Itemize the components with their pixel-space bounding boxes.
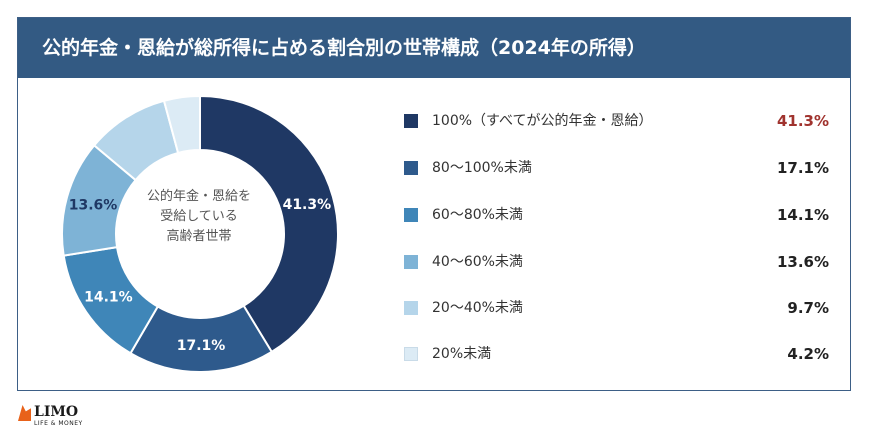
donut-slice	[162, 94, 201, 155]
donut-center-label: 公的年金・恩給を 受給している 高齢者世帯	[119, 187, 279, 247]
logo-text: LIMO	[34, 404, 79, 420]
slice-data-label: 41.3%	[283, 197, 332, 213]
logo-subtext: LIFE & MONEY	[34, 420, 83, 427]
logo-mark-icon	[18, 405, 31, 421]
center-label-line: 公的年金・恩給を	[146, 189, 251, 204]
center-label-line: 受給している	[160, 209, 238, 224]
center-label-line: 高齢者世帯	[166, 229, 232, 244]
slice-data-label: 13.6%	[69, 197, 118, 213]
chart-title: 公的年金・恩給が総所得に占める割合別の世帯構成（2024年の所得）	[18, 18, 850, 78]
slice-data-label: 17.1%	[177, 338, 226, 354]
donut-slice	[199, 94, 339, 354]
limo-logo: LIMO LIFE & MONEY	[18, 404, 98, 430]
slice-data-label: 14.1%	[84, 290, 133, 306]
